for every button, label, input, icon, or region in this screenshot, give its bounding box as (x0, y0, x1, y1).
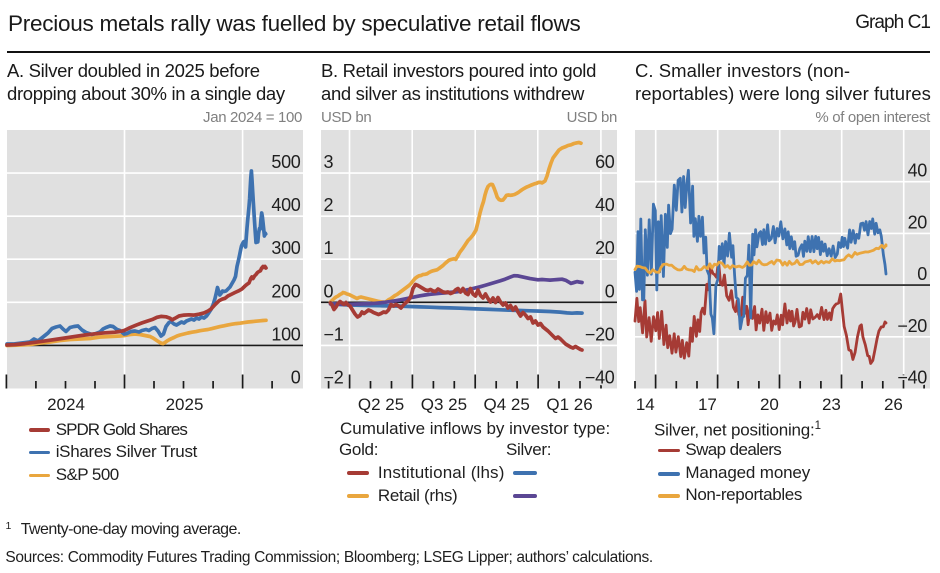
svg-text:100: 100 (271, 324, 300, 344)
svg-text:2: 2 (324, 195, 334, 215)
svg-text:0: 0 (291, 368, 301, 388)
svg-text:−20: −20 (897, 316, 927, 336)
svg-text:20: 20 (908, 212, 928, 232)
svg-text:0: 0 (324, 281, 334, 301)
svg-text:300: 300 (271, 238, 300, 258)
svg-text:20: 20 (595, 238, 615, 258)
svg-text:−20: −20 (585, 324, 615, 344)
svg-text:Q2 25: Q2 25 (358, 395, 404, 414)
svg-text:14: 14 (636, 395, 655, 414)
svg-text:0: 0 (917, 264, 927, 284)
svg-text:2025: 2025 (166, 395, 204, 414)
svg-text:Q4 25: Q4 25 (484, 395, 530, 414)
svg-text:0: 0 (605, 281, 615, 301)
svg-text:1: 1 (324, 238, 334, 258)
svg-text:−40: −40 (897, 368, 927, 388)
svg-text:60: 60 (595, 152, 615, 172)
svg-text:−2: −2 (324, 368, 344, 388)
svg-text:500: 500 (271, 152, 300, 172)
svg-text:−1: −1 (324, 324, 344, 344)
svg-text:Q1 26: Q1 26 (546, 395, 592, 414)
svg-text:200: 200 (271, 281, 300, 301)
svg-text:23: 23 (822, 395, 841, 414)
svg-text:26: 26 (884, 395, 903, 414)
svg-text:Q3 25: Q3 25 (421, 395, 467, 414)
svg-text:20: 20 (760, 395, 779, 414)
svg-text:40: 40 (908, 161, 928, 181)
svg-text:3: 3 (324, 152, 334, 172)
svg-text:2024: 2024 (47, 395, 85, 414)
svg-text:40: 40 (595, 195, 615, 215)
svg-text:−40: −40 (585, 368, 615, 388)
svg-text:400: 400 (271, 195, 300, 215)
svg-text:17: 17 (698, 395, 717, 414)
